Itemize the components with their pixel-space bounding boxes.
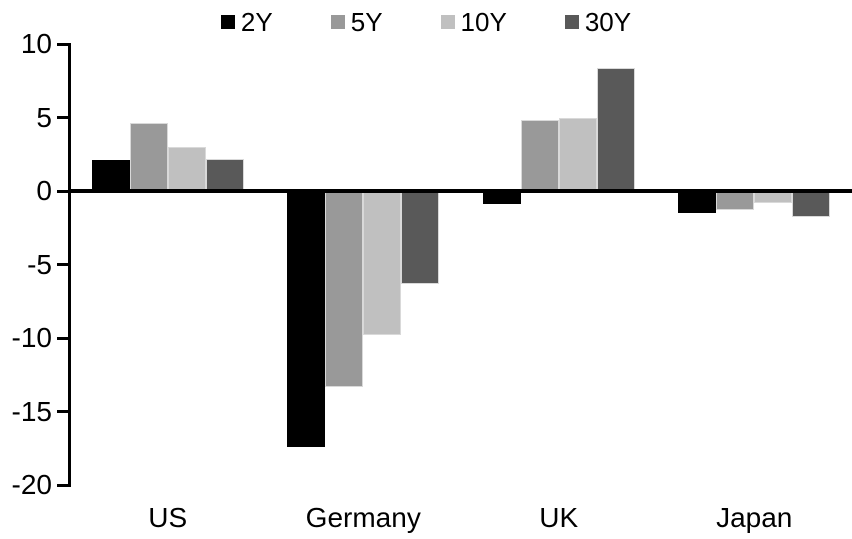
y-axis-tick bbox=[57, 189, 68, 193]
y-tick-label: -15 bbox=[11, 395, 52, 427]
legend-label: 5Y bbox=[350, 7, 383, 37]
bar-30Y-US bbox=[205, 158, 244, 191]
bar-5Y-Japan bbox=[716, 191, 755, 211]
bar-2Y-Germany bbox=[287, 191, 326, 447]
legend-label: 2Y bbox=[240, 7, 273, 37]
x-axis-label-Japan: Japan bbox=[716, 502, 793, 533]
bar-10Y-UK bbox=[558, 117, 597, 191]
y-axis-tick bbox=[57, 116, 68, 119]
bar-5Y-US bbox=[129, 123, 168, 191]
zero-baseline bbox=[68, 189, 852, 193]
y-tick-label: -5 bbox=[27, 248, 52, 280]
y-axis-line bbox=[68, 43, 71, 487]
bar-2Y-US bbox=[91, 160, 130, 191]
legend-item-5Y: 5Y bbox=[330, 7, 383, 37]
bar-10Y-Germany bbox=[363, 191, 402, 336]
bar-5Y-Germany bbox=[325, 191, 364, 387]
bar-2Y-Japan bbox=[678, 191, 717, 214]
y-axis-tick bbox=[57, 410, 68, 413]
y-tick-label: 0 bbox=[36, 175, 52, 206]
x-axis-label-Germany: Germany bbox=[305, 502, 421, 533]
legend-swatch-icon bbox=[564, 15, 579, 29]
x-axis-label-US: US bbox=[148, 502, 188, 533]
bar-30Y-UK bbox=[596, 67, 635, 191]
legend-swatch-icon bbox=[330, 15, 345, 29]
bar-10Y-US bbox=[167, 146, 206, 191]
legend-swatch-icon bbox=[220, 15, 235, 29]
legend-item-10Y: 10Y bbox=[440, 7, 507, 37]
y-axis-tick bbox=[57, 42, 68, 46]
legend-swatch-icon bbox=[440, 15, 455, 29]
y-tick-label: -20 bbox=[11, 469, 52, 500]
legend-label: 10Y bbox=[460, 7, 507, 37]
x-axis-label-UK: UK bbox=[539, 502, 579, 533]
y-axis-tick bbox=[57, 483, 68, 487]
legend-item-2Y: 2Y bbox=[220, 7, 273, 37]
y-axis-tick bbox=[57, 336, 68, 340]
y-tick-label: 10 bbox=[20, 28, 52, 59]
legend: 2Y 5Y 10Y 30Y bbox=[0, 9, 852, 35]
bar-2Y-UK bbox=[482, 191, 521, 205]
bar-30Y-Japan bbox=[792, 191, 831, 218]
bar-30Y-Germany bbox=[401, 191, 440, 284]
legend-label: 30Y bbox=[584, 7, 632, 37]
legend-item-30Y: 30Y bbox=[564, 7, 632, 37]
y-axis-tick bbox=[57, 263, 68, 266]
bar-5Y-UK bbox=[520, 120, 559, 191]
y-tick-label: -10 bbox=[11, 322, 52, 353]
y-tick-label: 5 bbox=[36, 101, 52, 133]
